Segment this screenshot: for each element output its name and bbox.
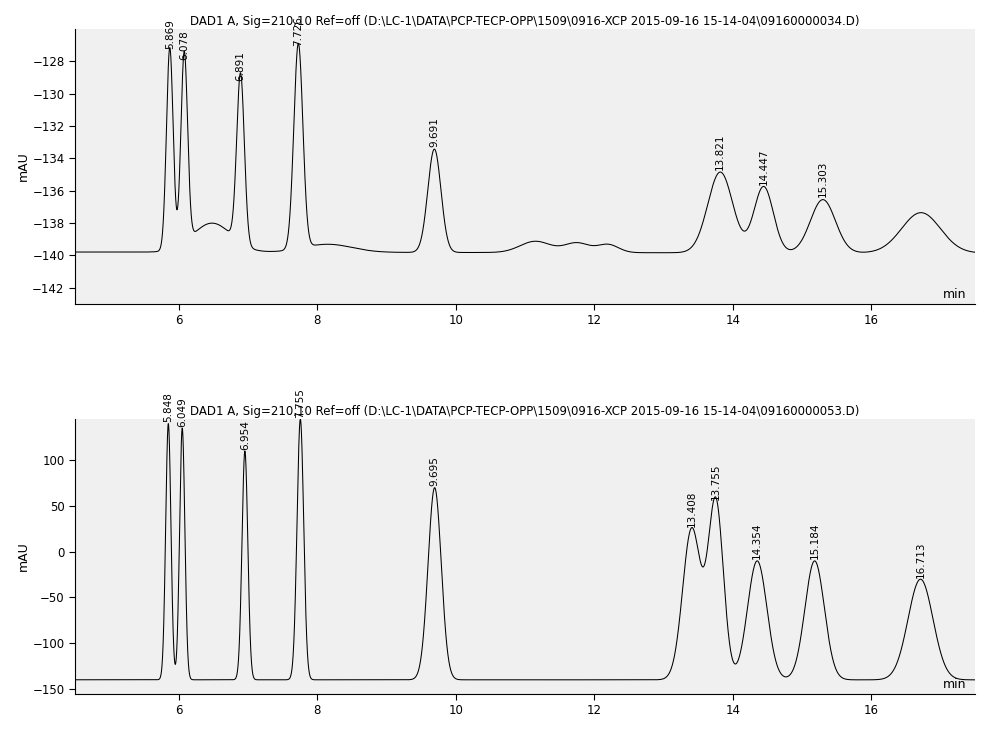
Text: 14.354: 14.354 — [752, 523, 762, 559]
Text: 7.726: 7.726 — [293, 16, 303, 46]
Text: 6.078: 6.078 — [179, 31, 189, 60]
Text: 13.408: 13.408 — [687, 491, 697, 527]
Y-axis label: mAU: mAU — [17, 542, 30, 571]
Title: DAD1 A, Sig=210,10 Ref=off (D:\LC-1\DATA\PCP-TECP-OPP\1509\0916-XCP 2015-09-16 1: DAD1 A, Sig=210,10 Ref=off (D:\LC-1\DATA… — [190, 405, 860, 418]
Text: 15.184: 15.184 — [810, 523, 820, 559]
Title: DAD1 A, Sig=210,10 Ref=off (D:\LC-1\DATA\PCP-TECP-OPP\1509\0916-XCP 2015-09-16 1: DAD1 A, Sig=210,10 Ref=off (D:\LC-1\DATA… — [190, 15, 860, 28]
Text: 15.303: 15.303 — [818, 161, 828, 197]
Text: min: min — [942, 677, 966, 691]
Text: min: min — [942, 288, 966, 301]
Text: 6.891: 6.891 — [236, 51, 246, 81]
Text: 5.848: 5.848 — [163, 392, 173, 422]
Text: 5.869: 5.869 — [165, 19, 175, 49]
Text: 7.755: 7.755 — [295, 388, 305, 418]
Text: 6.954: 6.954 — [240, 420, 250, 450]
Text: 9.691: 9.691 — [429, 118, 439, 147]
Text: 13.755: 13.755 — [711, 464, 721, 500]
Text: 14.447: 14.447 — [759, 148, 769, 185]
Text: 6.049: 6.049 — [177, 397, 187, 427]
Text: 13.821: 13.821 — [715, 134, 725, 170]
Y-axis label: mAU: mAU — [16, 152, 29, 181]
Text: 9.695: 9.695 — [430, 456, 440, 486]
Text: 16.713: 16.713 — [916, 541, 926, 577]
